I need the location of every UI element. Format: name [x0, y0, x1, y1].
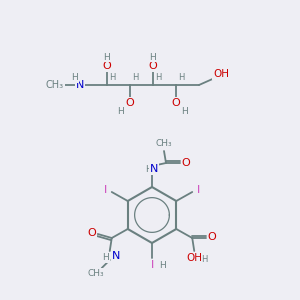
Text: CH₃: CH₃ [87, 268, 104, 278]
Text: OH: OH [186, 253, 202, 263]
Text: H: H [155, 73, 161, 82]
Text: O: O [148, 61, 158, 71]
Text: I: I [150, 260, 154, 270]
Text: CH₃: CH₃ [46, 80, 64, 90]
Text: I: I [196, 185, 200, 195]
Text: H: H [109, 73, 115, 82]
Text: N: N [112, 251, 120, 261]
Text: N: N [76, 80, 84, 90]
Text: O: O [103, 61, 111, 71]
Text: O: O [126, 98, 134, 108]
Text: O: O [182, 158, 190, 168]
Text: H: H [118, 106, 124, 116]
Text: I: I [104, 185, 107, 195]
Text: O: O [208, 232, 217, 242]
Text: N: N [150, 164, 158, 174]
Text: CH₃: CH₃ [156, 140, 172, 148]
Text: O: O [172, 98, 180, 108]
Text: H: H [150, 52, 156, 62]
Text: H: H [201, 256, 207, 265]
Text: OH: OH [213, 69, 229, 79]
Text: H: H [72, 74, 78, 82]
Text: H: H [103, 52, 110, 62]
Text: O: O [87, 228, 96, 238]
Text: H: H [182, 106, 188, 116]
Text: H: H [145, 164, 152, 173]
Text: H: H [132, 73, 138, 82]
Text: H: H [178, 73, 184, 82]
Text: H: H [160, 260, 167, 269]
Text: H: H [102, 254, 109, 262]
